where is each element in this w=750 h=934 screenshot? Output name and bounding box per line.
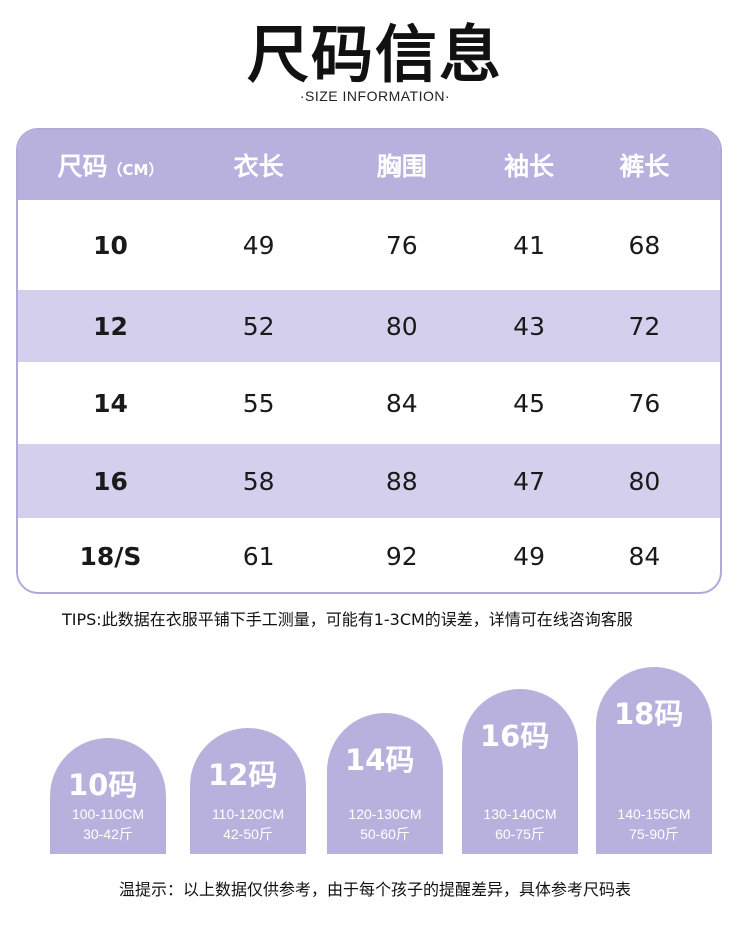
size-card-height: 130-140CM (483, 806, 557, 822)
table-row: 14 55 84 45 76 (18, 362, 720, 444)
size-card-meta: 100-110CM 30-42斤 (50, 804, 166, 844)
size-card: 12码 110-120CM 42-50斤 (190, 728, 306, 854)
size-card-label: 14码 (345, 743, 415, 777)
cell-chest: 76 (385, 230, 418, 260)
cell-length: 52 (242, 311, 275, 341)
header-size-label: 尺码 (57, 152, 108, 181)
size-card-height: 110-120CM (211, 806, 285, 822)
cell-chest: 84 (385, 388, 418, 418)
size-card: 18码 140-155CM 75-90斤 (596, 667, 712, 854)
page-subtitle: ·SIZE INFORMATION· (299, 88, 451, 104)
cell-size: 14 (93, 388, 128, 418)
cell-length: 61 (242, 541, 275, 571)
cell-sleeve: 47 (513, 466, 545, 496)
size-card-weight: 30-42斤 (83, 826, 133, 842)
cell-length: 55 (242, 388, 275, 418)
size-card-label: 12码 (208, 758, 278, 792)
cell-chest: 88 (385, 466, 418, 496)
size-card-meta: 110-120CM 42-50斤 (190, 804, 306, 844)
size-card-label: 10码 (68, 768, 138, 802)
header-length: 衣长 (233, 152, 284, 181)
table-row: 16 58 88 47 80 (18, 444, 720, 518)
size-card-meta: 130-140CM 60-75斤 (462, 804, 578, 844)
cell-size: 10 (93, 230, 128, 260)
size-card-weight: 60-75斤 (495, 826, 545, 842)
size-card-meta: 120-130CM 50-60斤 (327, 804, 443, 844)
cell-length: 58 (242, 466, 275, 496)
table-row: 10 49 76 41 68 (18, 200, 720, 290)
tips-note: TIPS:此数据在衣服平铺下手工测量，可能有1-3CM的误差，详情可在线咨询客服 (62, 610, 633, 629)
size-table: 尺码（CM） 衣长 胸围 袖长 裤长 10 49 76 41 68 12 52 … (16, 128, 722, 594)
table-row: 18/S 61 92 49 84 (18, 518, 720, 592)
header-chest: 胸围 (376, 152, 427, 181)
size-card-weight: 75-90斤 (629, 826, 679, 842)
size-card-height: 100-110CM (71, 806, 145, 822)
header-pants: 裤长 (619, 152, 670, 181)
size-card: 10码 100-110CM 30-42斤 (50, 738, 166, 854)
cell-chest: 80 (385, 311, 418, 341)
cell-pants: 80 (628, 466, 661, 496)
page-title: 尺码信息 (246, 18, 503, 91)
size-card-height: 120-130CM (348, 806, 422, 822)
header-sleeve: 袖长 (504, 152, 555, 181)
cell-length: 49 (242, 230, 275, 260)
size-card: 14码 120-130CM 50-60斤 (327, 713, 443, 854)
cell-pants: 84 (628, 541, 661, 571)
cell-sleeve: 45 (513, 388, 545, 418)
size-card-weight: 42-50斤 (223, 826, 273, 842)
cell-pants: 68 (628, 230, 661, 260)
cell-sleeve: 49 (513, 541, 545, 571)
size-card-weight: 50-60斤 (360, 826, 410, 842)
size-card-label: 16码 (480, 719, 550, 753)
cell-sleeve: 43 (513, 311, 545, 341)
cell-pants: 72 (628, 311, 661, 341)
size-card-meta: 140-155CM 75-90斤 (596, 804, 712, 844)
cell-size: 16 (93, 466, 128, 496)
footer-note: 温提示：以上数据仅供参考，由于每个孩子的提醒差异，具体参考尺码表 (118, 880, 631, 899)
cell-chest: 92 (385, 541, 418, 571)
size-card-height: 140-155CM (617, 806, 691, 822)
header-size: 尺码（CM） (18, 147, 203, 183)
cell-size: 18/S (79, 541, 142, 571)
table-row: 12 52 80 43 72 (18, 290, 720, 362)
table-header: 尺码（CM） 衣长 胸围 袖长 裤长 (18, 130, 720, 200)
header-unit: （CM） (107, 161, 164, 179)
cell-sleeve: 41 (513, 230, 545, 260)
size-card-label: 18码 (614, 697, 684, 731)
cell-pants: 76 (628, 388, 661, 418)
size-card: 16码 130-140CM 60-75斤 (462, 689, 578, 854)
cell-size: 12 (93, 311, 128, 341)
